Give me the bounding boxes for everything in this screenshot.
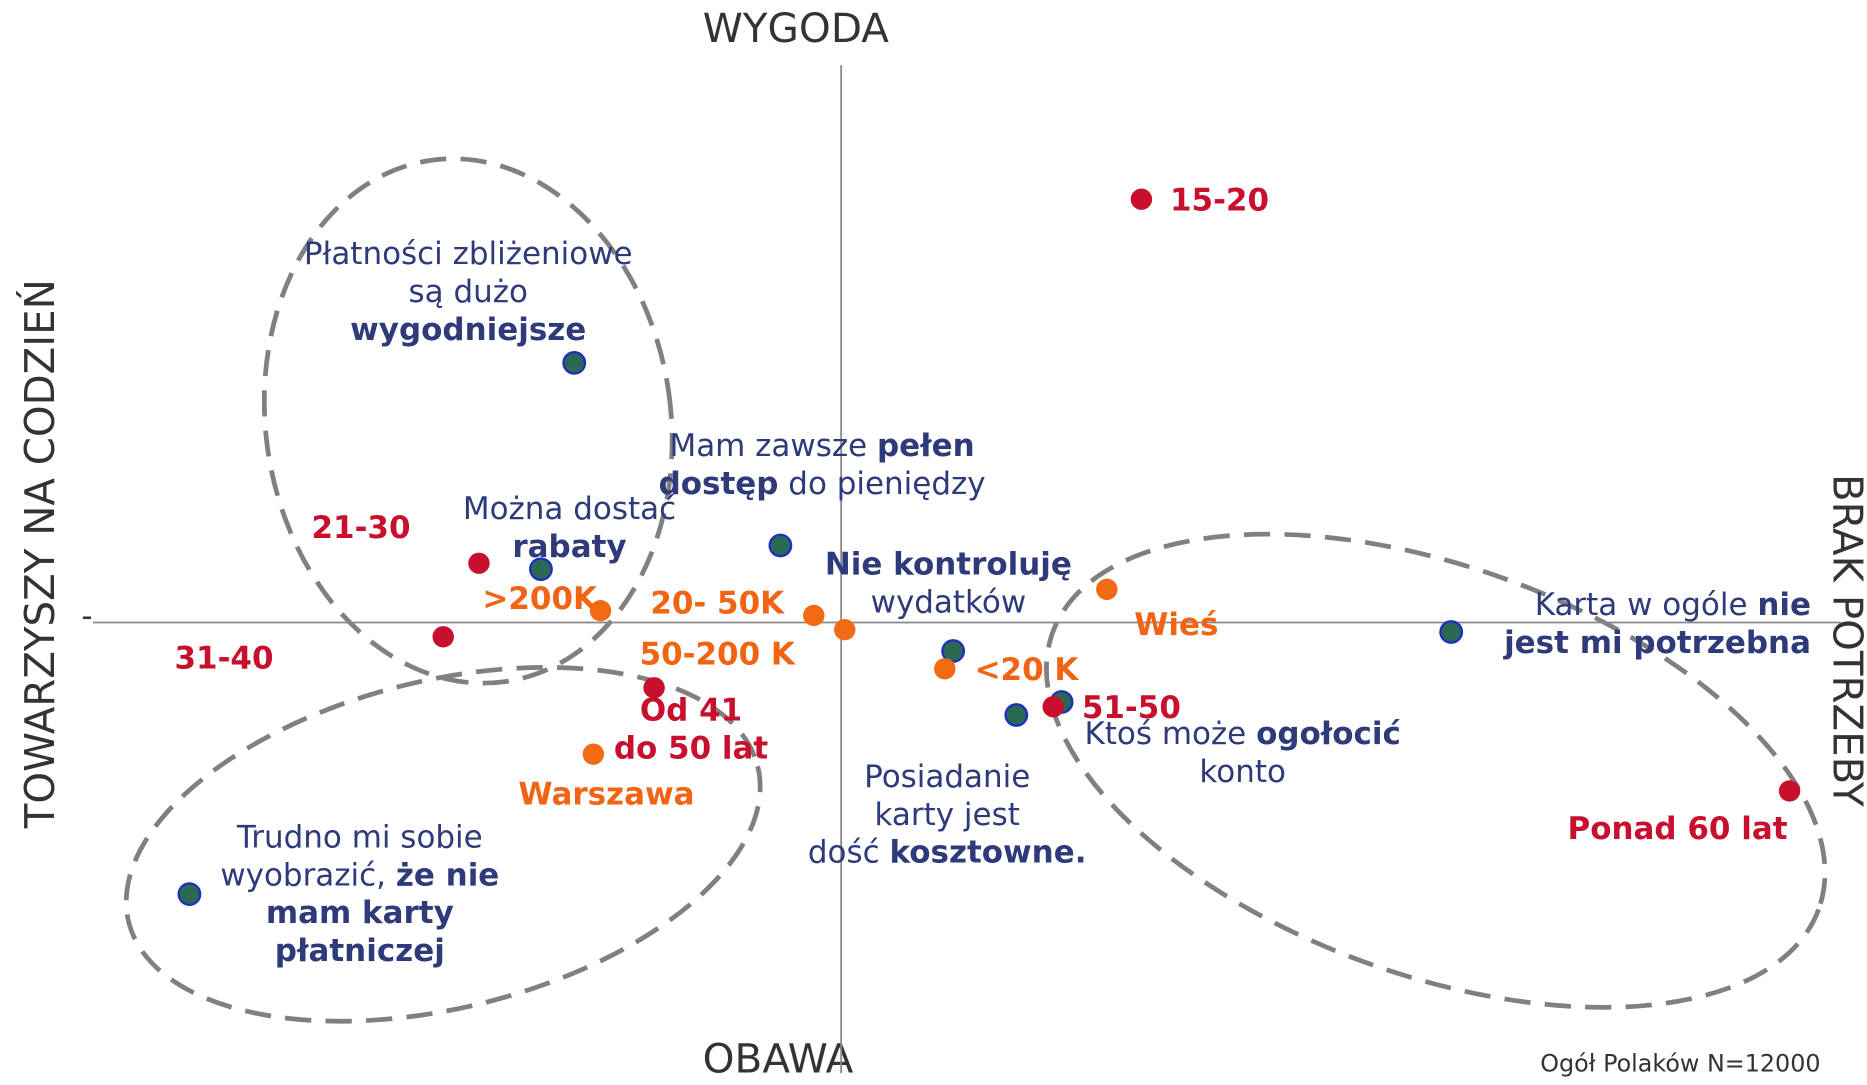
label-part: nie (1757, 586, 1811, 622)
point (529, 557, 553, 582)
point (589, 600, 612, 622)
point (768, 533, 793, 558)
point-label: 50-200 K (640, 636, 796, 672)
label-part: Mam zawsze (669, 428, 877, 464)
point (1042, 696, 1064, 718)
label-part: Warszawa (518, 776, 694, 812)
label-part: Wieś (1134, 607, 1218, 643)
label-part: ogołocić (1256, 716, 1401, 752)
point-label: Warszawa (518, 776, 694, 812)
point-label: Wieś (1134, 607, 1218, 643)
point (582, 743, 605, 765)
point-label: Nie kontroluję wydatków (825, 546, 1072, 620)
note: Ogół Polaków N=12000 (1540, 1049, 1820, 1077)
label-part: że nie (396, 857, 499, 893)
tick-mark-label: - (81, 598, 92, 634)
point (562, 350, 587, 375)
point-label: Ktoś może ogołocić konto (1084, 716, 1400, 790)
cluster-ellipse (1044, 531, 1828, 1010)
point-label: Posiadanie karty jest dość kosztowne. (808, 758, 1087, 870)
point (177, 882, 202, 906)
label-part: Można dostać (463, 490, 676, 526)
label-part: 20- 50K (650, 585, 785, 621)
label-part: pełen (877, 428, 975, 464)
point (1439, 620, 1464, 644)
label-part: Karta w ogóle (1535, 586, 1758, 622)
point-label: Można dostać rabaty (463, 490, 676, 564)
label-part: karty jest (875, 796, 1020, 832)
label-part: wygodniejsze (350, 311, 586, 347)
label-part: konto (1199, 754, 1285, 790)
label-part: dostęp (659, 466, 779, 502)
point-label: Ponad 60 lat (1568, 811, 1788, 847)
label-part: Ponad 60 lat (1568, 811, 1788, 847)
point (1004, 703, 1029, 727)
label-part: dość (808, 834, 890, 870)
point (643, 677, 665, 699)
label-part: Trudno mi sobie (236, 819, 483, 855)
point-label: 31-40 (174, 640, 273, 676)
label-part: do pieniędzy (778, 466, 985, 502)
label-part: mam karty (266, 895, 454, 931)
point-label: <20 K (975, 652, 1080, 688)
cluster-ellipse (261, 156, 675, 686)
label-part: Ktoś może (1084, 716, 1256, 752)
axis-label: WYGODA (703, 4, 890, 52)
axis-label: BRAK POTRZEBY (1823, 474, 1867, 807)
point (1778, 780, 1801, 802)
label-part: 51-50 (1082, 690, 1181, 726)
label-part: do 50 lat (614, 730, 769, 766)
label-part: kosztowne. (890, 834, 1087, 870)
label-part: 31-40 (174, 640, 273, 676)
point (941, 639, 966, 663)
axis-label: OBAWA (703, 1034, 854, 1082)
label-part: rabaty (512, 528, 626, 564)
label-part: Nie kontroluję (825, 546, 1072, 582)
label-part: płatniczej (275, 933, 445, 969)
point (1130, 188, 1153, 210)
point (1096, 578, 1118, 601)
point-label: Mam zawsze pełen dostęp do pieniędzy (659, 428, 986, 502)
point-label: 21-30 (311, 509, 410, 545)
point (934, 658, 956, 680)
axis-label: TOWARZYSZY NA CODZIEŃ (16, 279, 64, 829)
point-label: Od 41 do 50 lat (614, 692, 769, 766)
label-part: wyobrazić, (220, 857, 396, 893)
point (432, 626, 454, 648)
label-part: Płatności zbliżeniowe (304, 235, 633, 271)
point-label: Trudno mi sobie wyobrazić, że nie mam kart… (220, 819, 499, 969)
label-part: są dużo (409, 273, 528, 309)
label-part: <20 K (975, 652, 1080, 688)
point (834, 618, 856, 641)
label-part: jest mi potrzebna (1502, 624, 1811, 660)
point-label: 15-20 (1170, 182, 1269, 218)
point (468, 552, 490, 574)
point-label: >200K (482, 581, 598, 617)
point (803, 604, 825, 627)
point-label: Płatności zbliżeniowe są dużo wygodniejsze (304, 235, 633, 347)
label-part: wydatków (871, 584, 1027, 620)
label-part: 21-30 (311, 509, 410, 545)
point-label: 20- 50K (650, 585, 785, 621)
label-part: 50-200 K (640, 636, 796, 672)
point-label: 51-50 (1082, 690, 1181, 726)
label-part: >200K (482, 581, 598, 617)
label-part: 15-20 (1170, 182, 1269, 218)
point-label: Karta w ogóle nie jest mi potrzebna (1502, 586, 1811, 660)
label-part: Posiadanie (864, 758, 1030, 794)
